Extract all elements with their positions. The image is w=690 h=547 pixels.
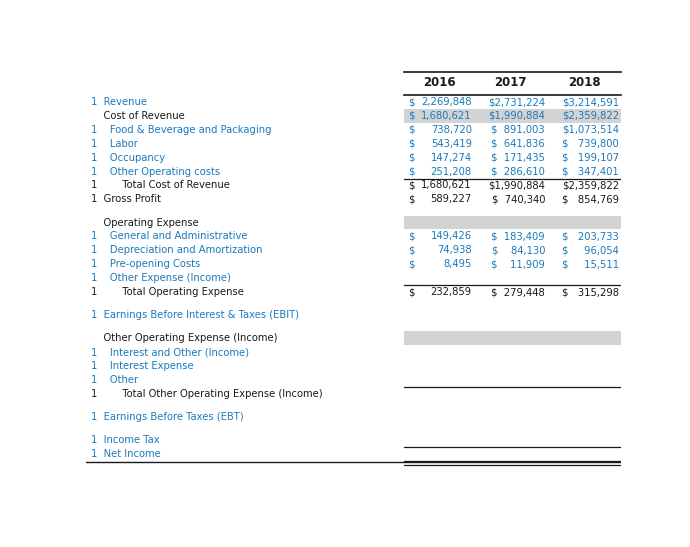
Text: 1  Gross Profit: 1 Gross Profit — [90, 194, 161, 205]
Text: $: $ — [408, 167, 414, 177]
Text: 543,419: 543,419 — [431, 139, 472, 149]
Text: $  279,448: $ 279,448 — [491, 287, 545, 297]
Text: $  183,409: $ 183,409 — [491, 231, 545, 241]
Text: 1    Other Operating costs: 1 Other Operating costs — [90, 167, 219, 177]
Text: 1    Food & Beverage and Packaging: 1 Food & Beverage and Packaging — [90, 125, 271, 135]
Text: $     15,511: $ 15,511 — [562, 259, 619, 269]
Text: 1,680,621: 1,680,621 — [421, 111, 472, 121]
Text: $   199,107: $ 199,107 — [562, 153, 619, 162]
Text: 2018: 2018 — [568, 76, 600, 89]
Text: $   347,401: $ 347,401 — [562, 167, 619, 177]
Text: $   315,298: $ 315,298 — [562, 287, 619, 297]
Text: $: $ — [408, 139, 414, 149]
Text: $     96,054: $ 96,054 — [562, 246, 619, 255]
Text: $3,214,591: $3,214,591 — [562, 97, 619, 107]
Text: $: $ — [408, 287, 414, 297]
Text: $: $ — [408, 181, 414, 190]
Text: $  171,435: $ 171,435 — [491, 153, 545, 162]
Text: $: $ — [408, 97, 414, 107]
Bar — [404, 331, 621, 345]
Text: Operating Expense: Operating Expense — [90, 218, 198, 228]
Text: $   854,769: $ 854,769 — [562, 194, 619, 205]
Text: 1    Labor: 1 Labor — [90, 139, 137, 149]
Text: 1    Depreciation and Amortization: 1 Depreciation and Amortization — [90, 246, 262, 255]
Text: $2,359,822: $2,359,822 — [562, 111, 619, 121]
Text: 1    Other: 1 Other — [90, 375, 137, 385]
Text: $: $ — [408, 125, 414, 135]
Text: 1  Revenue: 1 Revenue — [90, 97, 146, 107]
Text: $  641,836: $ 641,836 — [491, 139, 545, 149]
Text: $   739,800: $ 739,800 — [562, 139, 619, 149]
Text: $    84,130: $ 84,130 — [491, 246, 545, 255]
Text: Cost of Revenue: Cost of Revenue — [90, 111, 184, 121]
Text: 251,208: 251,208 — [431, 167, 472, 177]
Text: $    11,909: $ 11,909 — [491, 259, 545, 269]
Text: 74,938: 74,938 — [437, 246, 472, 255]
Bar — [404, 109, 621, 123]
Text: $: $ — [408, 111, 414, 121]
Text: 1  Earnings Before Taxes (EBT): 1 Earnings Before Taxes (EBT) — [90, 412, 243, 422]
Text: $: $ — [408, 194, 414, 205]
Text: 1    General and Administrative: 1 General and Administrative — [90, 231, 247, 241]
Text: 2017: 2017 — [494, 76, 527, 89]
Text: 1    Pre-opening Costs: 1 Pre-opening Costs — [90, 259, 200, 269]
Text: 149,426: 149,426 — [431, 231, 472, 241]
Text: 1        Total Other Operating Expense (Income): 1 Total Other Operating Expense (Income) — [90, 389, 322, 399]
Text: 1  Income Tax: 1 Income Tax — [90, 435, 159, 445]
Text: $: $ — [408, 231, 414, 241]
Text: 1    Interest and Other (Income): 1 Interest and Other (Income) — [90, 347, 248, 357]
Text: $1,990,884: $1,990,884 — [489, 111, 545, 121]
Text: $   203,733: $ 203,733 — [562, 231, 619, 241]
Text: 1        Total Operating Expense: 1 Total Operating Expense — [90, 287, 244, 297]
Text: 2,269,848: 2,269,848 — [422, 97, 472, 107]
Text: 1    Occupancy: 1 Occupancy — [90, 153, 165, 162]
Text: 147,274: 147,274 — [431, 153, 472, 162]
Text: 1  Net Income: 1 Net Income — [90, 449, 160, 459]
Bar — [404, 216, 621, 230]
Text: $  740,340: $ 740,340 — [491, 194, 545, 205]
Text: $1,990,884: $1,990,884 — [489, 181, 545, 190]
Text: $: $ — [408, 153, 414, 162]
Text: 1        Total Cost of Revenue: 1 Total Cost of Revenue — [90, 181, 229, 190]
Text: 738,720: 738,720 — [431, 125, 472, 135]
Text: 1,680,621: 1,680,621 — [421, 181, 472, 190]
Text: 1    Interest Expense: 1 Interest Expense — [90, 361, 193, 371]
Text: Other Operating Expense (Income): Other Operating Expense (Income) — [90, 333, 277, 344]
Text: $: $ — [408, 246, 414, 255]
Text: 8,495: 8,495 — [444, 259, 472, 269]
Text: 1  Earnings Before Interest & Taxes (EBIT): 1 Earnings Before Interest & Taxes (EBIT… — [90, 310, 299, 320]
Text: $1,073,514: $1,073,514 — [562, 125, 619, 135]
Text: $: $ — [408, 259, 414, 269]
Text: $  286,610: $ 286,610 — [491, 167, 545, 177]
Text: 589,227: 589,227 — [431, 194, 472, 205]
Text: 2016: 2016 — [423, 76, 455, 89]
Text: 1    Other Expense (Income): 1 Other Expense (Income) — [90, 273, 230, 283]
Text: $2,359,822: $2,359,822 — [562, 181, 619, 190]
Text: $  891,003: $ 891,003 — [491, 125, 545, 135]
Text: $2,731,224: $2,731,224 — [488, 97, 545, 107]
Text: 232,859: 232,859 — [431, 287, 472, 297]
